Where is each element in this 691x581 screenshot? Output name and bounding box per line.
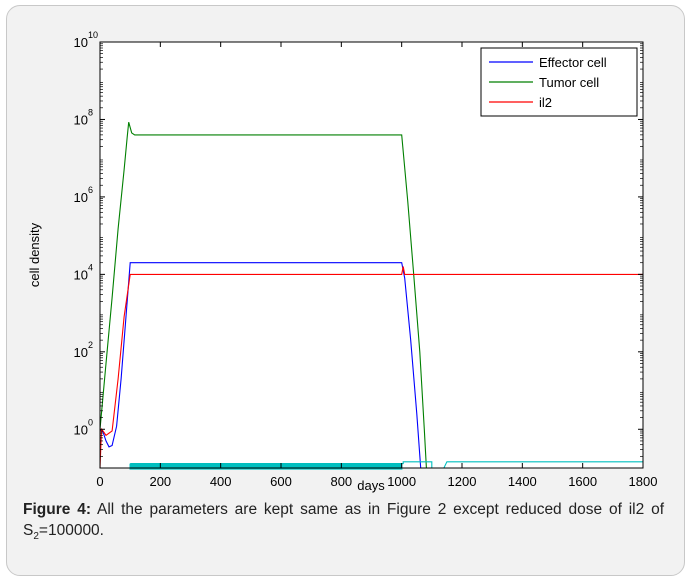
- x-tick-label: 1000: [387, 474, 416, 489]
- x-tick-label: 200: [149, 474, 171, 489]
- caption-subscript: 2: [33, 531, 39, 543]
- y-tick-exponent: 6: [88, 185, 93, 195]
- y-tick-label: 10: [74, 112, 88, 127]
- plot-frame: [99, 41, 644, 469]
- y-tick-label: 10: [74, 422, 88, 437]
- x-axis-label: days: [357, 478, 385, 493]
- y-tick-exponent: 2: [88, 340, 93, 350]
- caption-text-end: =100000.: [38, 522, 104, 539]
- x-tick-label: 1800: [629, 474, 658, 489]
- y-tick-label: 10: [74, 267, 88, 282]
- legend-label: Effector cell: [539, 55, 607, 70]
- cyan-noise-layer: [129, 463, 403, 470]
- figure-caption: Figure 4: All the parameters are kept sa…: [23, 499, 664, 547]
- x-tick-label: 0: [96, 474, 103, 489]
- y-tick-label: 10: [74, 190, 88, 205]
- y-axis-label: cell density: [27, 222, 42, 287]
- legend: Effector cell Tumor cell il2: [480, 47, 638, 117]
- legend-label: Tumor cell: [539, 75, 599, 90]
- y-tick-exponent: 10: [88, 30, 98, 40]
- y-tick-exponent: 0: [88, 417, 93, 427]
- y-tick-label: 10: [74, 345, 88, 360]
- x-tick-label: 1200: [448, 474, 477, 489]
- chart-container: 0 200 400 600 800 1000 1200 1400 1600 1800 10 0 10 2…: [27, 30, 657, 493]
- y-tick-label: 10: [74, 35, 88, 50]
- series-line-0: [99, 262, 422, 469]
- x-tick-label: 1600: [568, 474, 597, 489]
- legend-label: il2: [539, 95, 552, 110]
- x-tick-label: 400: [210, 474, 232, 489]
- caption-label: Figure 4:: [23, 501, 91, 518]
- y-tick-exponent: 8: [88, 107, 93, 117]
- series-line-2: [99, 266, 643, 469]
- x-tick-label: 800: [330, 474, 352, 489]
- x-tick-label: 600: [270, 474, 292, 489]
- series-layer: [99, 122, 643, 469]
- x-axis-ticks: 0 200 400 600 800 1000 1200 1400 1600 1800: [96, 42, 657, 489]
- series-noise-band: [129, 463, 403, 470]
- x-tick-label: 1400: [508, 474, 537, 489]
- y-tick-exponent: 4: [88, 262, 93, 272]
- caption-text: All the parameters are kept same as in F…: [23, 501, 665, 539]
